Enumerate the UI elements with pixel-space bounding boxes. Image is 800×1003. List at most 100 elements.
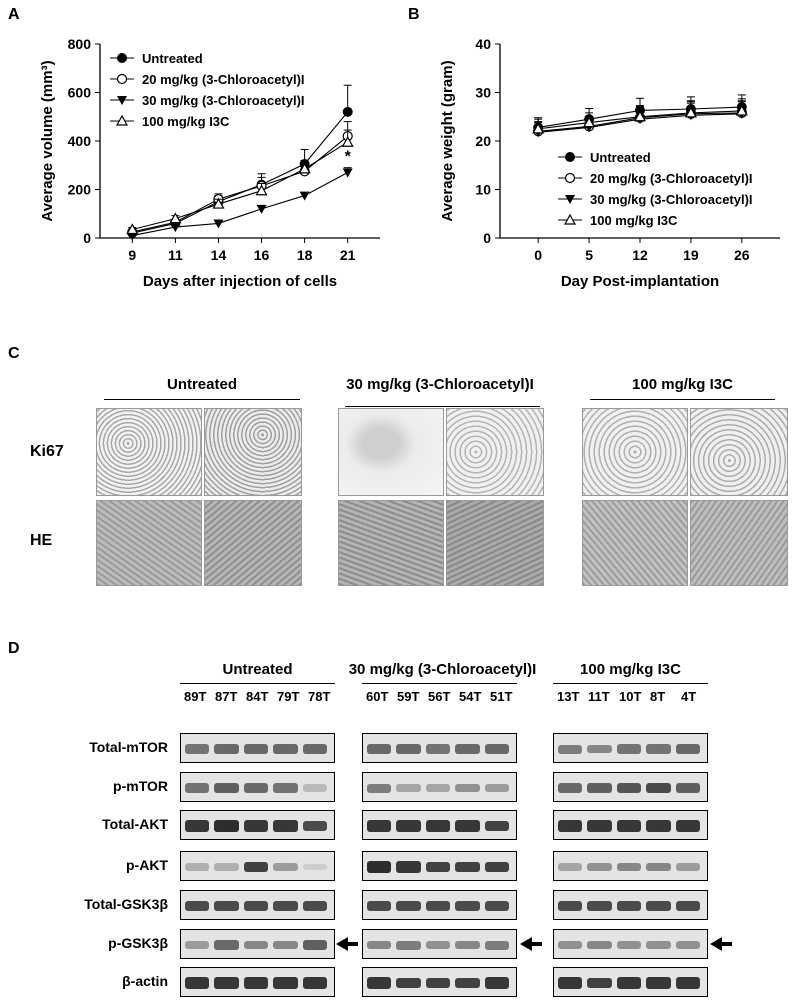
- blot-band: [273, 900, 298, 912]
- blot-band: [616, 820, 642, 832]
- blot-band: [302, 900, 327, 912]
- blot-band: [616, 900, 642, 912]
- legend-label: 30 mg/kg (3-Chloroacetyl)I: [142, 93, 305, 108]
- panel-label-b: B: [408, 6, 420, 23]
- arrow-icon: [336, 936, 358, 952]
- lane-label: 56T: [428, 689, 451, 704]
- legend-marker: [116, 73, 128, 85]
- y-axis-label: Average weight (gram): [439, 60, 456, 221]
- blot-band: [367, 940, 392, 950]
- blot-band: [455, 783, 480, 793]
- blot-band: [214, 744, 239, 754]
- blot-band: [587, 783, 612, 793]
- lane-label: 84T: [246, 689, 269, 704]
- blot-box: [553, 929, 708, 959]
- blot-band: [587, 900, 612, 912]
- blot-box: [362, 810, 517, 840]
- blot-band: [185, 744, 210, 754]
- blot-band: [367, 861, 392, 873]
- blot-box: [362, 733, 517, 763]
- data-point: [169, 212, 182, 224]
- lane-label: 13T: [557, 689, 580, 704]
- blot-band: [675, 977, 700, 989]
- data-point: [256, 204, 267, 214]
- blot-group-header: Untreated: [222, 661, 293, 678]
- data-point: [532, 122, 545, 134]
- blot-band: [396, 940, 421, 950]
- blot-band: [455, 977, 480, 989]
- lane-label: 87T: [215, 689, 238, 704]
- blot-box: [362, 967, 517, 997]
- y-tick-label: 600: [68, 85, 92, 101]
- blot-band: [243, 861, 269, 873]
- blot-box: [180, 929, 335, 959]
- blot-band: [367, 744, 392, 754]
- blot-band: [484, 861, 509, 873]
- blot-band: [185, 900, 210, 912]
- lane-label: 51T: [490, 689, 513, 704]
- ki67-image-30mg-2: [446, 408, 544, 496]
- blot-box: [553, 851, 708, 881]
- blot-band: [616, 862, 642, 872]
- x-tick-label: 21: [340, 247, 356, 263]
- he-image-untreated-2: [204, 500, 302, 586]
- lane-label: 60T: [366, 689, 389, 704]
- blot-band: [455, 744, 480, 754]
- blot-band: [587, 744, 612, 754]
- significance-annotation: *: [345, 149, 352, 166]
- blot-box: [362, 929, 517, 959]
- blot-band: [425, 784, 451, 792]
- x-tick-label: 9: [128, 247, 136, 263]
- blot-header-rule: [553, 683, 708, 684]
- blot-row-label: Total-AKT: [102, 816, 168, 832]
- blot-band: [302, 863, 327, 871]
- blot-band: [646, 862, 671, 872]
- blot-band: [185, 977, 210, 989]
- blot-band: [396, 820, 421, 832]
- blot-band: [302, 977, 327, 989]
- blot-band: [675, 820, 700, 832]
- blot-band: [302, 744, 327, 754]
- blot-band: [484, 744, 509, 754]
- blot-band: [675, 900, 700, 912]
- blot-band: [616, 782, 642, 794]
- blot-box: [553, 772, 708, 802]
- blot-band: [273, 783, 298, 793]
- blot-box: [362, 890, 517, 920]
- blot-band: [425, 744, 451, 754]
- blot-band: [302, 784, 327, 792]
- blot-box: [180, 810, 335, 840]
- series-line: [132, 141, 348, 231]
- blot-band: [214, 820, 239, 832]
- blot-row-label: p-mTOR: [113, 778, 168, 794]
- histology-header-rule-untreated: [104, 399, 300, 400]
- he-image-untreated-1: [96, 500, 202, 586]
- blot-band: [302, 940, 327, 950]
- blot-band: [455, 900, 480, 912]
- arrow-icon: [520, 936, 542, 952]
- data-point: [255, 184, 268, 196]
- blot-band: [455, 820, 480, 832]
- blot-box: [553, 890, 708, 920]
- blot-band: [484, 977, 509, 989]
- legend-label: Untreated: [142, 51, 203, 66]
- blot-band: [616, 940, 642, 950]
- blot-band: [243, 744, 269, 754]
- blot-band: [185, 783, 210, 793]
- lane-label: 11T: [588, 689, 610, 704]
- blot-band: [273, 820, 298, 832]
- blot-band: [185, 863, 210, 871]
- lane-label: 78T: [308, 689, 331, 704]
- data-point: [633, 110, 647, 122]
- blot-band: [616, 744, 642, 754]
- blot-row-label: Total-GSK3β: [84, 896, 168, 912]
- blot-band: [367, 900, 392, 912]
- x-tick-label: 14: [211, 247, 227, 263]
- y-tick-label: 30: [475, 85, 491, 101]
- panel-label-c: C: [8, 345, 20, 362]
- blot-box: [362, 851, 517, 881]
- legend-label: 20 mg/kg (3-Chloroacetyl)I: [590, 171, 753, 186]
- legend-label: 30 mg/kg (3-Chloroacetyl)I: [590, 192, 753, 207]
- ki67-image-untreated-1: [96, 408, 202, 496]
- blot-band: [558, 744, 583, 754]
